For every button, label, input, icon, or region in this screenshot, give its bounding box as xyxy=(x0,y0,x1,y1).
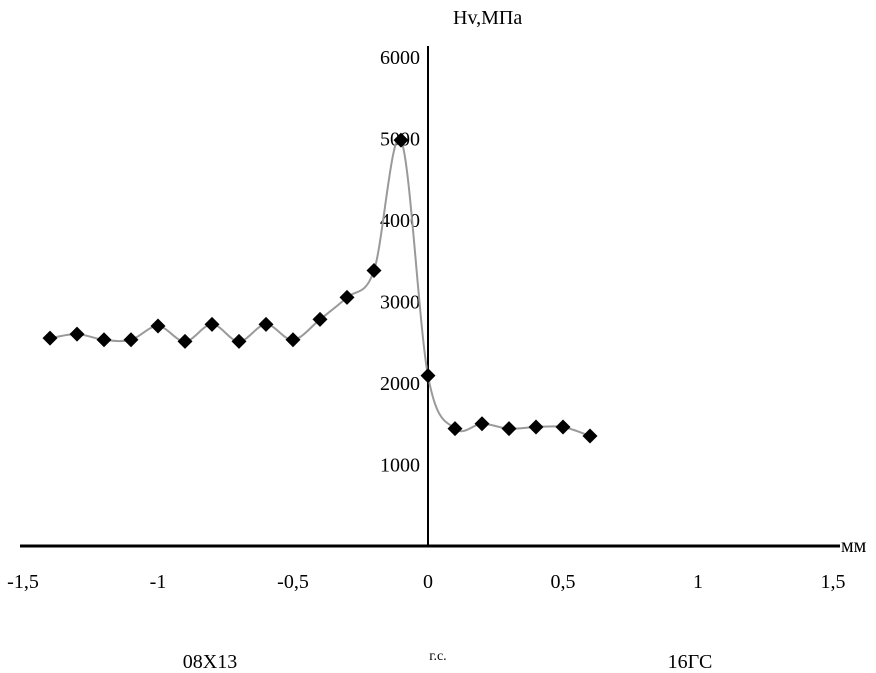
data-point xyxy=(501,421,517,437)
y-tick-label: 3000 xyxy=(380,292,420,314)
x-tick-label: 1,5 xyxy=(821,571,846,593)
y-axis-title: Hv,МПа xyxy=(453,7,522,29)
data-point xyxy=(285,332,301,348)
region-label-left: 08Х13 xyxy=(183,651,237,673)
tick-labels: -1,5-1-0,500,511,51000200030004000500060… xyxy=(7,47,845,593)
series-markers xyxy=(42,132,598,444)
data-point xyxy=(42,330,58,346)
x-tick-label: 1 xyxy=(693,571,703,593)
y-tick-label: 2000 xyxy=(380,373,420,395)
data-point xyxy=(528,419,544,435)
series-line xyxy=(49,137,591,437)
data-point xyxy=(177,333,193,349)
y-tick-label: 1000 xyxy=(380,455,420,477)
x-tick-label: 0 xyxy=(423,571,433,593)
data-point xyxy=(150,318,166,334)
axes xyxy=(20,46,840,548)
data-point xyxy=(474,416,490,432)
data-point xyxy=(447,421,463,437)
data-point xyxy=(366,263,382,279)
data-point xyxy=(582,428,598,444)
data-point xyxy=(420,368,436,384)
region-label-center: г.с. xyxy=(429,649,446,664)
data-point xyxy=(393,132,409,148)
x-tick-label: -1 xyxy=(150,571,167,593)
data-point xyxy=(555,419,571,435)
data-point xyxy=(123,332,139,348)
y-tick-label: 6000 xyxy=(380,47,420,69)
x-tick-label: 0,5 xyxy=(551,571,576,593)
y-tick-label: 4000 xyxy=(380,210,420,232)
data-point xyxy=(231,333,247,349)
x-tick-label: -1,5 xyxy=(7,571,39,593)
data-point xyxy=(258,316,274,332)
x-axis-title: мм xyxy=(841,535,867,557)
data-point xyxy=(96,332,112,348)
data-point xyxy=(312,311,328,327)
data-point xyxy=(204,316,220,332)
data-point xyxy=(339,289,355,305)
region-label-right: 16ГС xyxy=(668,651,713,673)
x-tick-label: -0,5 xyxy=(277,571,309,593)
data-point xyxy=(69,326,85,342)
